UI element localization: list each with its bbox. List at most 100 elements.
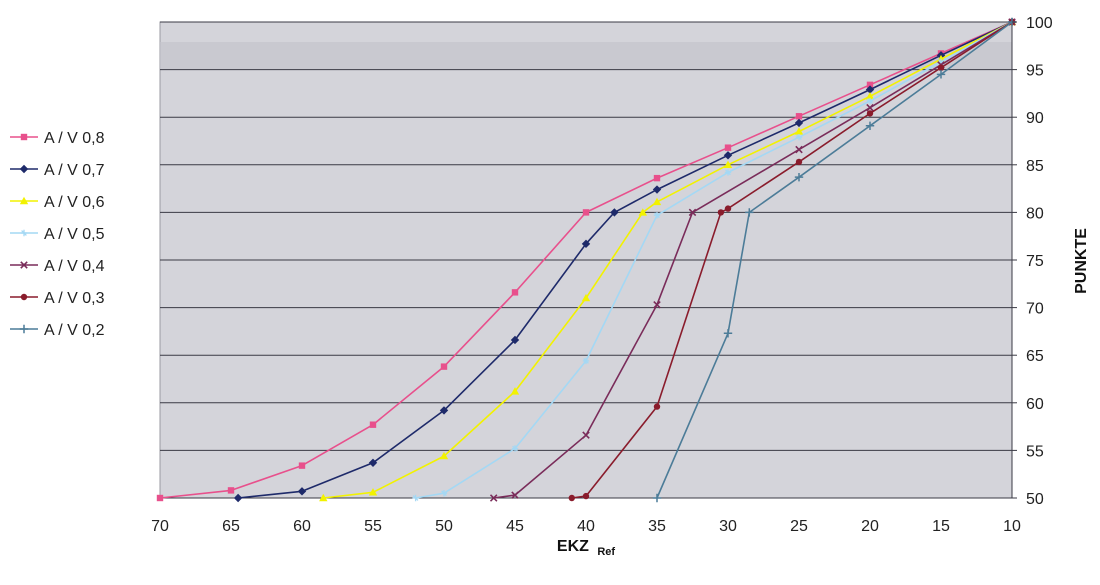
x-tick-label-10: 10 <box>1003 518 1021 535</box>
data-point-s6-2 <box>582 492 590 500</box>
data-point-s1-1 <box>156 494 164 502</box>
data-point-s4-6 <box>724 169 732 176</box>
y-tick-label-90: 90 <box>1026 110 1044 127</box>
data-point-s6-1 <box>568 494 575 502</box>
data-point-s2-11 <box>865 85 875 94</box>
y-tick-label-100: 100 <box>1026 15 1053 32</box>
data-point-s6-3 <box>653 403 661 410</box>
data-point-s4-1 <box>412 494 419 502</box>
x-tick-label-15: 15 <box>932 518 950 535</box>
data-point-s1-3 <box>298 462 306 469</box>
data-point-s2-5 <box>510 335 520 345</box>
series-line-4 <box>415 21 1013 499</box>
data-point-s6-8 <box>937 64 945 71</box>
x-tick-label-60: 60 <box>293 518 311 535</box>
y-tick-label-85: 85 <box>1026 158 1044 175</box>
data-point-s7-2 <box>723 329 733 338</box>
y-tick-label-80: 80 <box>1026 205 1044 222</box>
data-point-s4-4 <box>582 357 590 365</box>
data-point-s2-1 <box>233 493 243 503</box>
x-tick-label-45: 45 <box>506 518 524 535</box>
legend-marker-4 <box>20 229 28 237</box>
data-point-s2-9 <box>723 151 733 160</box>
legend-label-3: A / V 0,6 <box>44 194 105 211</box>
data-point-s3-6 <box>638 208 647 216</box>
legend-marker-3 <box>19 196 29 205</box>
data-point-s7-1 <box>652 493 662 503</box>
data-point-s3-3 <box>439 451 449 460</box>
x-tick-label-70: 70 <box>151 518 169 535</box>
legend-label-7: A / V 0,2 <box>44 322 105 339</box>
data-point-s1-2 <box>227 487 235 494</box>
data-point-s3-9 <box>794 127 804 135</box>
data-point-s1-5 <box>440 363 448 370</box>
plot-top-band <box>160 42 1012 70</box>
x-tick-label-35: 35 <box>648 518 666 535</box>
data-point-s2-2 <box>297 487 307 496</box>
y-tick-label-75: 75 <box>1026 253 1044 270</box>
data-point-s3-8 <box>723 160 733 168</box>
y-tick-label-50: 50 <box>1026 491 1044 508</box>
data-point-s6-4 <box>717 209 725 216</box>
data-point-s3-2 <box>368 488 378 496</box>
data-point-s4-2 <box>440 490 448 497</box>
legend-label-1: A / V 0,8 <box>44 130 105 147</box>
data-point-s1-10 <box>795 113 803 120</box>
data-point-s2-3 <box>368 458 378 467</box>
legend-marker-6 <box>20 293 28 301</box>
data-point-s5-3 <box>582 431 590 439</box>
legend-marker-5 <box>20 261 28 269</box>
data-point-s1-9 <box>724 144 732 151</box>
x-tick-label-55: 55 <box>364 518 382 535</box>
legend-label-6: A / V 0,3 <box>44 290 105 307</box>
data-point-s3-7 <box>652 197 662 206</box>
data-point-s3-10 <box>865 92 875 100</box>
data-point-s7-5 <box>865 121 875 130</box>
data-point-s3-1 <box>319 493 328 502</box>
x-axis-title: EKZ Ref <box>557 538 616 558</box>
data-point-s2-4 <box>439 406 449 415</box>
data-point-s7-6 <box>936 70 946 79</box>
y-tick-label-70: 70 <box>1026 301 1044 318</box>
y-tick-label-95: 95 <box>1026 63 1044 80</box>
legend-marker-2 <box>19 164 29 174</box>
data-point-s7-3 <box>745 208 754 217</box>
y-tick-label-55: 55 <box>1026 443 1044 460</box>
data-point-s3-5 <box>581 293 591 302</box>
data-point-s4-5 <box>653 212 661 219</box>
legend-label-2: A / V 0,7 <box>44 162 105 179</box>
data-point-s4-3 <box>511 445 519 452</box>
data-point-s3-4 <box>510 387 520 395</box>
data-point-s5-4 <box>653 300 661 309</box>
data-point-s1-11 <box>866 81 874 89</box>
data-point-s1-8 <box>653 174 661 182</box>
data-point-s4-7 <box>795 133 803 141</box>
y-axis-title: PUNKTE <box>1073 228 1090 294</box>
x-tick-label-50: 50 <box>435 518 453 535</box>
data-point-s5-5 <box>688 208 697 217</box>
legend-label-4: A / V 0,5 <box>44 226 105 243</box>
y-tick-label-60: 60 <box>1026 396 1044 413</box>
data-point-s7-4 <box>794 172 804 182</box>
series-2 <box>233 17 1017 503</box>
legend-marker-7 <box>19 324 29 334</box>
data-point-s1-4 <box>369 421 377 428</box>
data-point-s6-6 <box>795 158 803 166</box>
legend-marker-1 <box>20 133 28 141</box>
x-tick-label-20: 20 <box>861 518 879 535</box>
data-point-s2-8 <box>652 185 662 194</box>
data-point-s2-7 <box>610 208 619 217</box>
data-point-s4-8 <box>866 97 874 105</box>
data-point-s1-6 <box>511 289 519 296</box>
data-point-s2-10 <box>794 118 804 128</box>
x-tick-label-25: 25 <box>790 518 808 535</box>
x-tick-label-30: 30 <box>719 518 737 535</box>
data-point-s1-7 <box>582 209 590 216</box>
x-axis-title-main: EKZ <box>557 538 589 555</box>
data-point-s5-2 <box>511 491 519 499</box>
data-point-s6-5 <box>724 205 732 212</box>
series-1 <box>156 18 1016 502</box>
data-point-s2-6 <box>581 239 591 249</box>
data-point-s5-6 <box>795 145 803 154</box>
